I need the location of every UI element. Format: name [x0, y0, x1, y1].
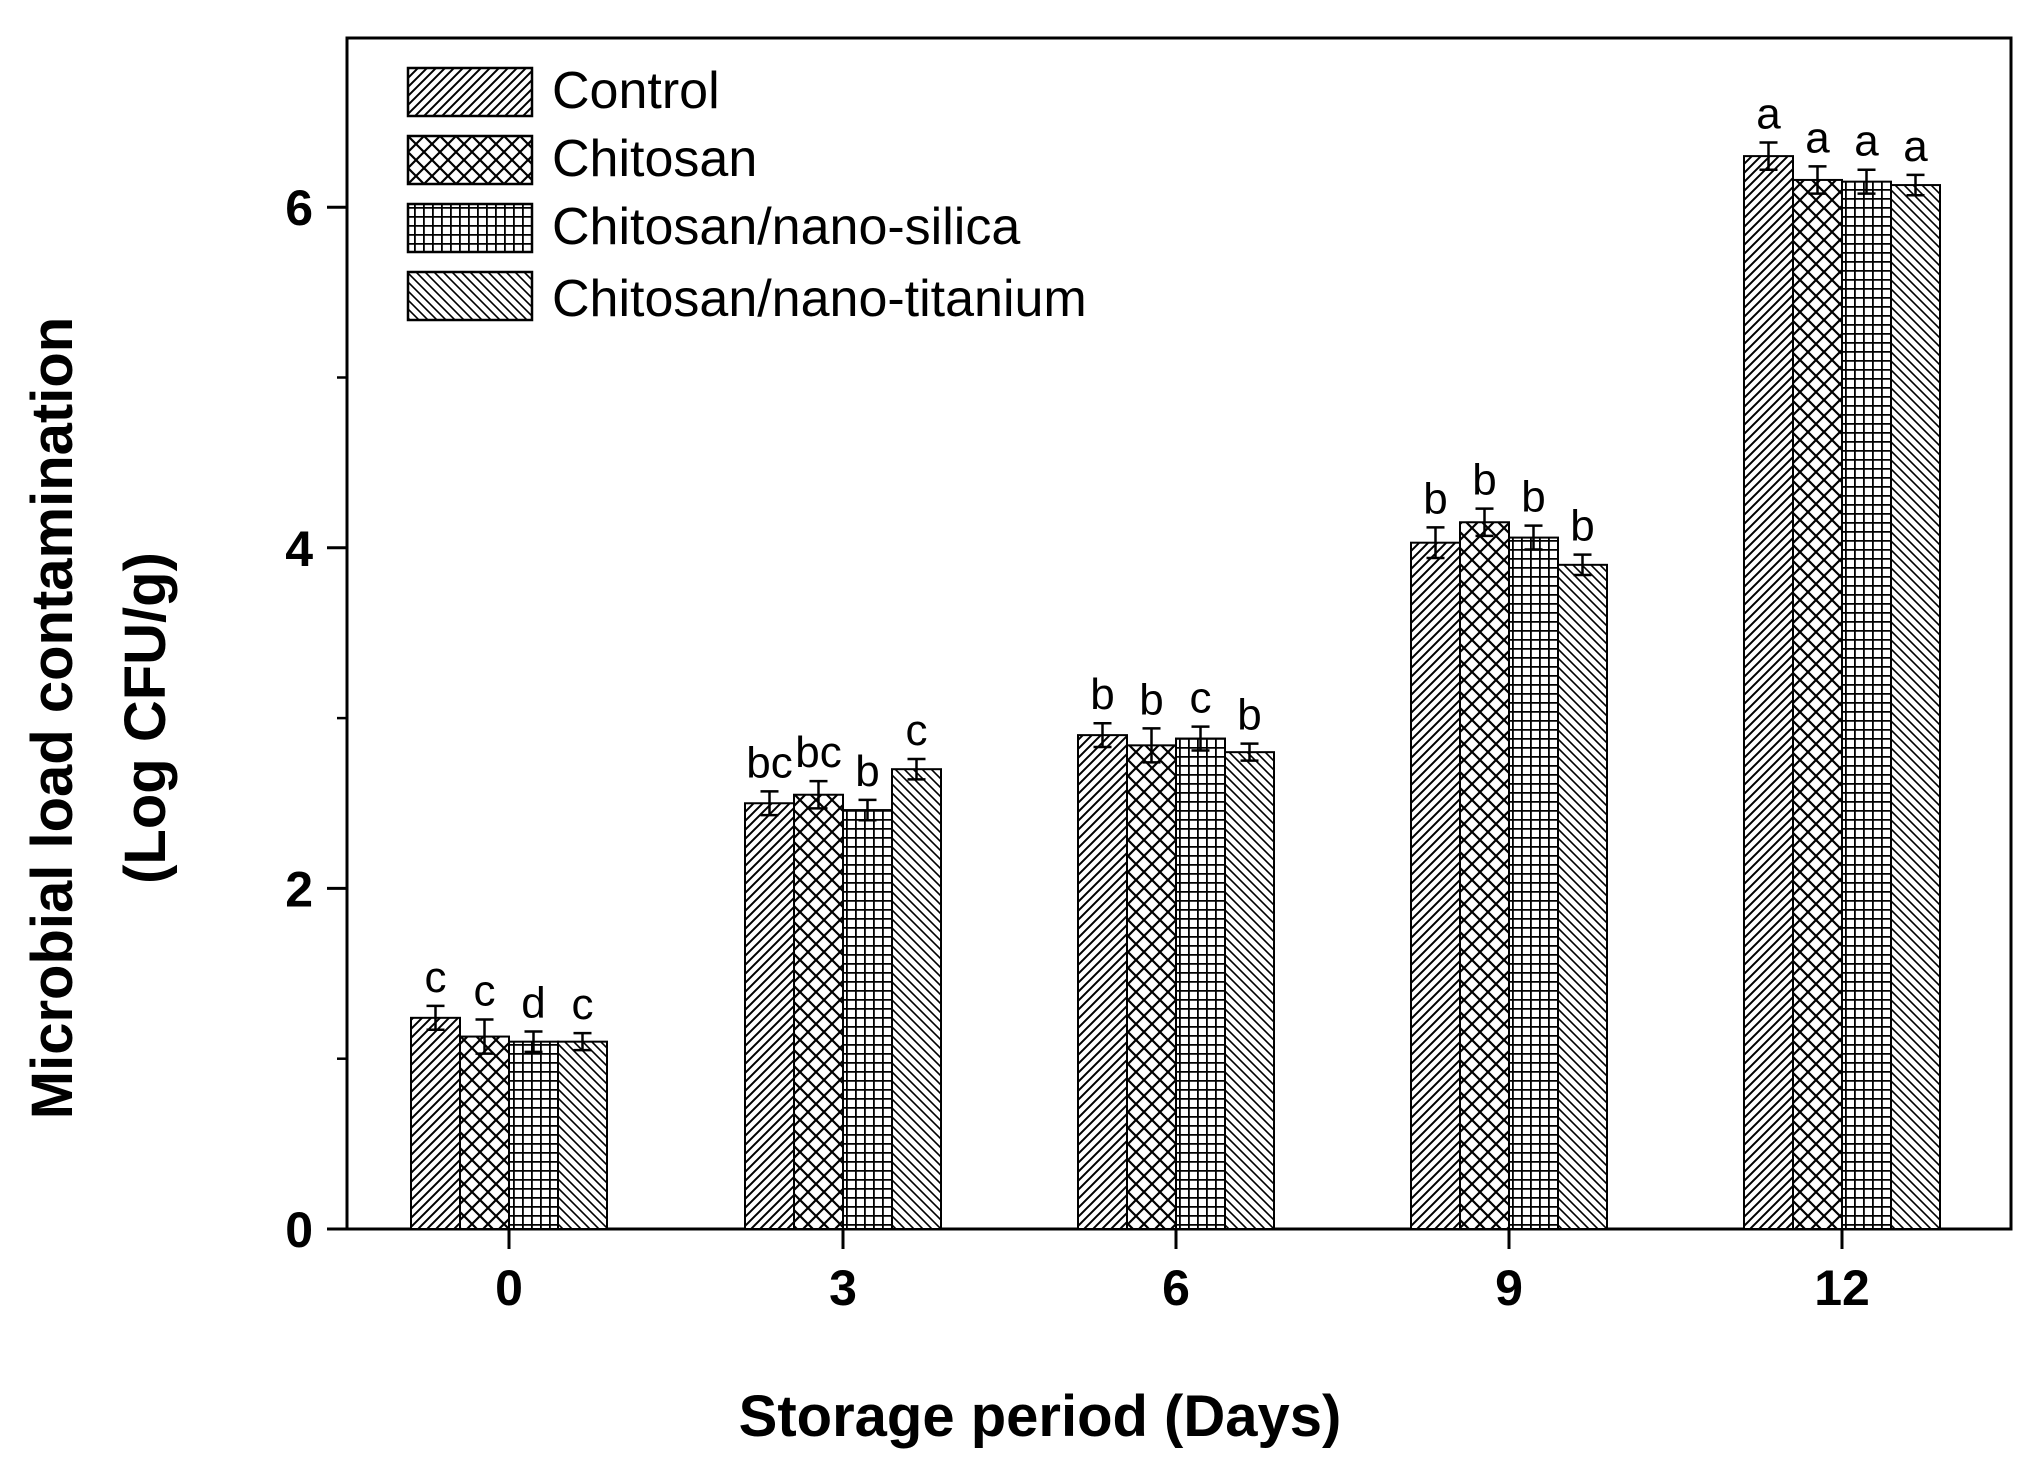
error-bars-layer	[426, 141, 1925, 1055]
error-bar-chitosan-nano-titanium-day-9	[1573, 553, 1592, 577]
bar-chitosan-nano-silica-day-0	[508, 1040, 559, 1231]
sig-label-chitosan-nano-titanium-day-12: a	[1903, 122, 1928, 171]
error-bar-control-day-6	[1093, 721, 1112, 749]
bar-control-day-3	[744, 802, 795, 1230]
legend: Control Chitosan Chitosan/nano-silica Ch…	[406, 62, 1087, 328]
bar-control-day-6	[1077, 734, 1128, 1230]
sig-label-control-day-6: b	[1090, 670, 1114, 719]
x-tick-label-9: 9	[1495, 1260, 1523, 1316]
sig-label-chitosan-day-6: b	[1139, 675, 1163, 724]
bar-chitosan-day-3	[793, 793, 844, 1230]
x-tick-label-6: 6	[1162, 1260, 1190, 1316]
bar-chitosan-nano-silica-day-3	[842, 809, 893, 1230]
error-bar-chitosan-nano-silica-day-3	[858, 798, 877, 822]
error-bar-chitosan-nano-silica-day-6	[1191, 725, 1210, 752]
sig-label-chitosan-nano-silica-day-6: c	[1190, 674, 1212, 723]
sig-label-chitosan-nano-silica-day-3: b	[855, 747, 879, 796]
bar-control-day-12	[1743, 155, 1794, 1231]
error-bar-control-day-12	[1759, 141, 1778, 171]
error-bar-chitosan-day-0	[475, 1018, 494, 1055]
bar-chitosan-day-12	[1792, 178, 1843, 1230]
sig-label-chitosan-nano-titanium-day-3: c	[906, 706, 928, 755]
legend-swatch-chitosan-nano-silica	[406, 202, 534, 254]
error-bar-chitosan-nano-titanium-day-0	[573, 1031, 592, 1052]
x-axis-title: Storage period (Days)	[739, 1384, 1342, 1449]
error-bar-chitosan-nano-silica-day-12	[1857, 168, 1876, 195]
y-axis: 0 2 4 6	[285, 180, 347, 1258]
bar-chitosan-day-6	[1126, 744, 1177, 1231]
bar-chitosan-nano-titanium-day-0	[557, 1040, 608, 1231]
y-tick-label-6: 6	[285, 180, 313, 236]
bar-chitosan-day-9	[1459, 521, 1510, 1230]
sig-label-control-day-0: c	[425, 953, 447, 1002]
bar-chitosan-nano-titanium-day-9	[1557, 563, 1608, 1230]
bar-chitosan-nano-silica-day-9	[1508, 536, 1559, 1230]
bar-chitosan-nano-titanium-day-3	[891, 768, 942, 1230]
sig-label-control-day-3: bc	[746, 738, 792, 787]
error-bar-chitosan-day-3	[809, 779, 828, 810]
sig-label-chitosan-nano-silica-day-12: a	[1854, 117, 1879, 166]
y-tick-label-2: 2	[285, 861, 313, 917]
legend-label-chitosan-nano-silica: Chitosan/nano-silica	[552, 198, 1020, 256]
error-bar-chitosan-day-9	[1475, 507, 1494, 538]
sig-label-control-day-9: b	[1423, 474, 1447, 523]
y-tick-label-4: 4	[285, 521, 313, 577]
y-tick-label-0: 0	[285, 1202, 313, 1258]
error-bar-chitosan-nano-titanium-day-12	[1906, 173, 1925, 197]
bars-layer	[410, 155, 1941, 1231]
sig-label-chitosan-nano-titanium-day-0: c	[572, 980, 594, 1029]
sig-label-chitosan-nano-titanium-day-6: b	[1237, 691, 1261, 740]
legend-swatch-chitosan-nano-titanium	[406, 270, 534, 322]
x-axis: 0 3 6 9 12	[495, 1229, 1870, 1316]
sig-label-control-day-12: a	[1756, 89, 1781, 138]
bar-control-day-0	[410, 1016, 461, 1230]
sig-label-chitosan-day-3: bc	[795, 728, 841, 777]
error-bar-control-day-9	[1426, 526, 1445, 560]
legend-label-chitosan: Chitosan	[552, 130, 757, 188]
sig-label-chitosan-day-9: b	[1472, 456, 1496, 505]
bar-chitosan-nano-silica-day-12	[1841, 180, 1892, 1230]
error-bar-chitosan-nano-silica-day-0	[524, 1030, 543, 1054]
error-bar-chitosan-nano-silica-day-9	[1524, 524, 1543, 551]
x-tick-label-0: 0	[495, 1260, 523, 1316]
sig-label-chitosan-day-12: a	[1805, 113, 1830, 162]
x-tick-label-3: 3	[829, 1260, 857, 1316]
error-bar-control-day-3	[760, 790, 779, 817]
y-axis-title-line2: (Log CFU/g)	[113, 552, 178, 884]
y-axis-title-line1: Microbial load contamination	[20, 317, 85, 1119]
error-bar-chitosan-day-6	[1142, 727, 1161, 764]
bar-chitosan-nano-titanium-day-6	[1224, 751, 1275, 1230]
legend-label-chitosan-nano-titanium: Chitosan/nano-titanium	[552, 270, 1087, 328]
x-tick-label-12: 12	[1814, 1260, 1870, 1316]
bar-chitosan-day-0	[459, 1035, 510, 1231]
bar-chitosan-nano-titanium-day-12	[1890, 184, 1941, 1230]
sig-label-chitosan-day-0: c	[474, 967, 496, 1016]
bar-control-day-9	[1410, 541, 1461, 1230]
error-bar-chitosan-day-12	[1808, 165, 1827, 195]
sig-label-chitosan-nano-titanium-day-9: b	[1570, 502, 1594, 551]
sig-label-chitosan-nano-silica-day-9: b	[1521, 473, 1545, 522]
error-bar-control-day-0	[426, 1004, 445, 1031]
legend-label-control: Control	[552, 62, 720, 120]
sig-label-chitosan-nano-silica-day-0: d	[521, 978, 545, 1027]
error-bar-chitosan-nano-titanium-day-6	[1240, 742, 1259, 762]
bar-chitosan-nano-silica-day-6	[1175, 737, 1226, 1230]
error-bar-chitosan-nano-titanium-day-3	[907, 757, 926, 781]
legend-swatch-control	[406, 66, 534, 118]
legend-swatch-chitosan	[406, 134, 534, 186]
